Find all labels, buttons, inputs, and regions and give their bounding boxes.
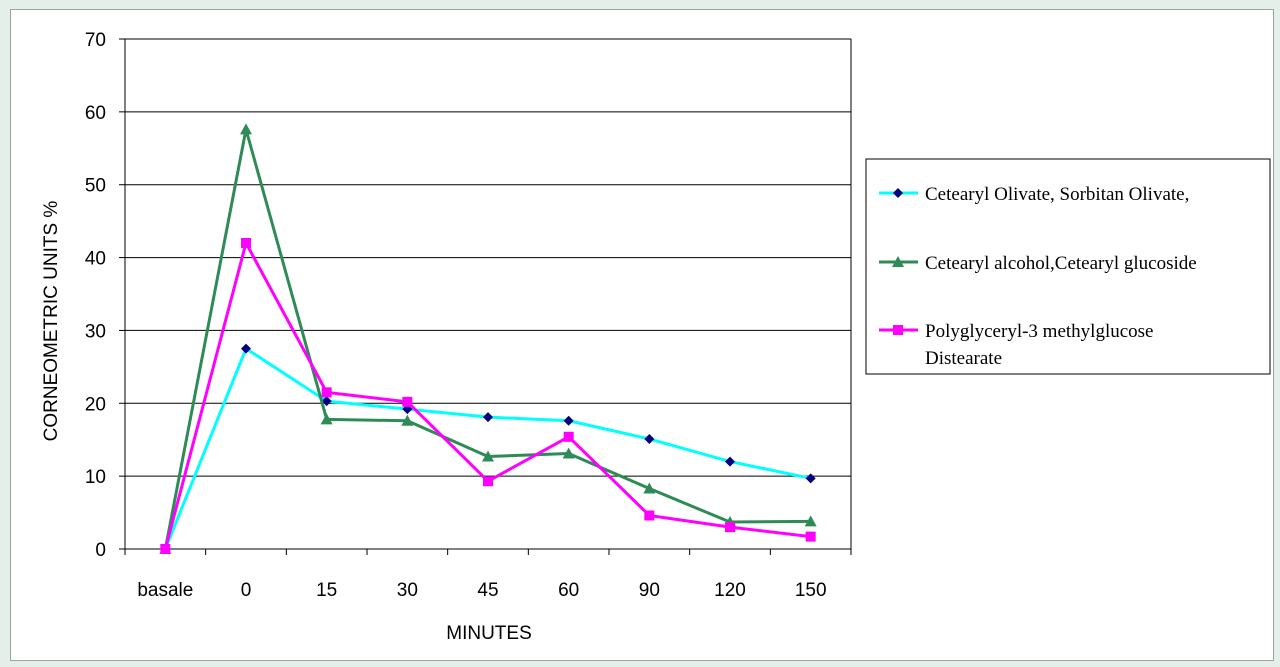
data-point bbox=[563, 415, 574, 426]
data-point bbox=[644, 510, 655, 521]
legend-entry-3: Polyglyceryl-3 methylglucose Distearate bbox=[879, 321, 1153, 369]
legend-entry-2: Cetearyl alcohol,Cetearyl glucoside bbox=[879, 253, 1197, 274]
y-tick-labels: 0 10 20 30 40 50 60 70 bbox=[85, 30, 106, 561]
data-point bbox=[241, 238, 251, 248]
legend-swatch-marker bbox=[892, 256, 904, 267]
data-point bbox=[483, 476, 493, 487]
data-point bbox=[562, 447, 575, 459]
legend-label: Polyglyceryl-3 methylglucose bbox=[925, 321, 1153, 342]
data-point bbox=[240, 123, 252, 135]
data-point bbox=[805, 473, 816, 484]
series-3 bbox=[160, 238, 816, 554]
legend-label: Distearate bbox=[925, 348, 1002, 369]
series-line bbox=[163, 347, 811, 550]
data-point bbox=[483, 412, 493, 423]
x-tick-label: 60 bbox=[558, 580, 579, 601]
data-point bbox=[160, 544, 171, 554]
x-tick-label: 0 bbox=[241, 580, 252, 601]
x-tick-label: basale bbox=[137, 580, 193, 601]
data-point bbox=[563, 431, 574, 442]
y-tick-label: 10 bbox=[85, 467, 106, 488]
x-tick-label: 30 bbox=[397, 580, 418, 601]
y-tick-label: 20 bbox=[85, 394, 106, 415]
x-tick-label: 120 bbox=[714, 580, 746, 601]
data-point bbox=[321, 387, 332, 398]
series-line bbox=[163, 241, 811, 550]
y-tick-label: 70 bbox=[85, 30, 106, 51]
y-tick-label: 0 bbox=[95, 540, 106, 561]
data-point bbox=[401, 414, 414, 426]
data-point bbox=[725, 522, 735, 533]
axes bbox=[119, 38, 852, 555]
data-point bbox=[804, 515, 817, 527]
series-layer bbox=[159, 123, 817, 554]
x-tick-labels: basale 0 15 30 45 60 90 120 150 bbox=[137, 580, 826, 601]
data-point bbox=[320, 413, 333, 425]
legend-entry-1: Cetearyl Olivate, Sorbitan Olivate, bbox=[879, 184, 1189, 205]
x-tick-label: 15 bbox=[316, 580, 337, 601]
x-tick-label: 150 bbox=[795, 580, 827, 601]
data-point bbox=[644, 433, 655, 444]
data-point bbox=[643, 482, 656, 494]
x-tick-label: 45 bbox=[477, 580, 498, 601]
x-axis-title: MINUTES bbox=[446, 623, 532, 644]
x-tick-label: 90 bbox=[639, 580, 660, 601]
legend-box bbox=[865, 158, 1271, 375]
legend-label: Cetearyl Olivate, Sorbitan Olivate, bbox=[925, 184, 1189, 205]
y-tick-label: 50 bbox=[85, 176, 106, 197]
data-point bbox=[321, 396, 332, 407]
legend: Cetearyl Olivate, Sorbitan Olivate, Cetea… bbox=[865, 158, 1271, 375]
data-point bbox=[241, 343, 251, 354]
y-tick-label: 60 bbox=[85, 103, 106, 124]
series-1 bbox=[160, 343, 816, 554]
y-axis-title: CORNEOMETRIC UNITS % bbox=[41, 201, 62, 442]
legend-swatch-marker bbox=[893, 188, 903, 198]
y-tick-label: 30 bbox=[85, 321, 106, 342]
data-point bbox=[805, 531, 816, 542]
data-point bbox=[482, 450, 494, 462]
series-2 bbox=[159, 123, 817, 554]
data-point bbox=[402, 396, 413, 407]
data-point bbox=[725, 456, 735, 467]
legend-label: Cetearyl alcohol,Cetearyl glucoside bbox=[925, 253, 1197, 274]
legend-swatch-marker bbox=[893, 325, 903, 335]
gridlines bbox=[125, 38, 851, 477]
y-tick-label: 40 bbox=[85, 249, 106, 270]
